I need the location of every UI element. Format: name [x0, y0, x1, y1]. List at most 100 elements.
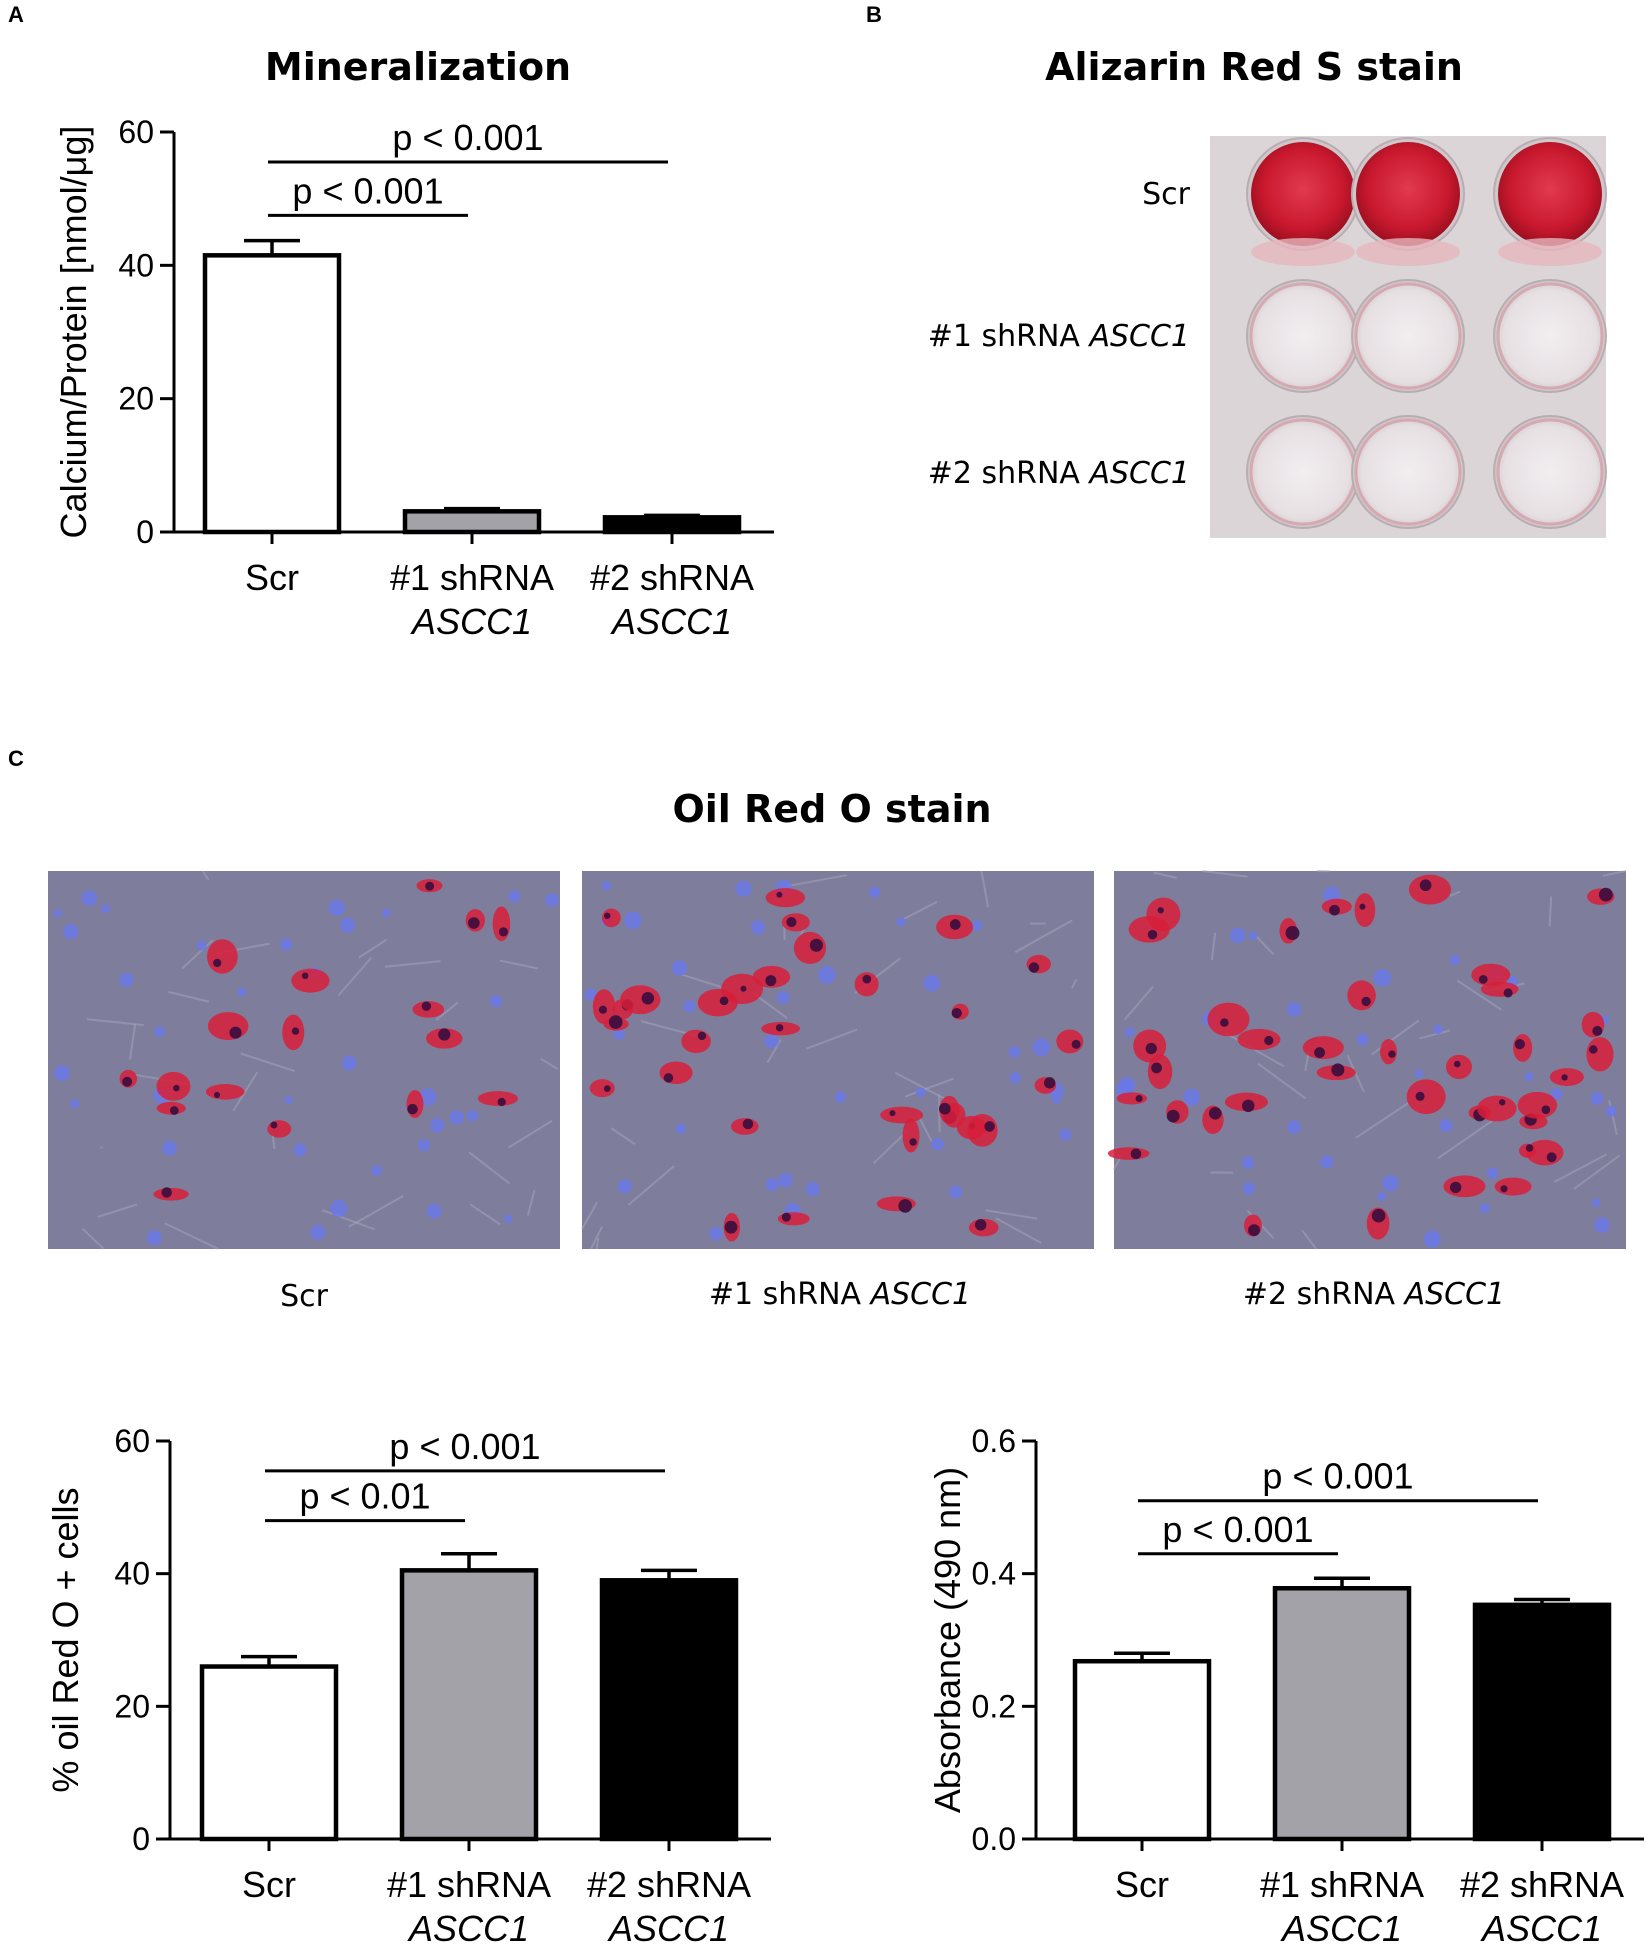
nucleus [1591, 1198, 1601, 1207]
nucleus [371, 1165, 383, 1176]
stained-nucleus [719, 996, 729, 1006]
lipid-cell [1302, 1036, 1344, 1060]
nucleus [613, 1028, 626, 1040]
stained-nucleus [1145, 1042, 1157, 1055]
nucleus [330, 1199, 348, 1218]
stained-nucleus [604, 912, 611, 919]
panel-letter-a: A [8, 2, 24, 27]
plate-well-clear [1249, 418, 1357, 526]
stained-nucleus [1500, 1185, 1508, 1193]
nucleus [63, 924, 79, 940]
nucleus [340, 917, 356, 933]
y-tick-label: 40 [118, 247, 154, 283]
oil-red-image-label-sh1: #1 shRNA ASCC1 [709, 1277, 971, 1312]
stained-nucleus [786, 916, 797, 928]
nucleus [624, 911, 642, 930]
stained-nucleus [213, 958, 222, 968]
nucleus [1008, 1046, 1021, 1058]
cell-strand [499, 959, 539, 970]
cell-strand [1548, 896, 1553, 927]
nucleus [417, 1139, 430, 1152]
stained-nucleus [809, 938, 823, 952]
cell-strand [1370, 1019, 1420, 1056]
cell-strand [1602, 870, 1627, 877]
nucleus [284, 1095, 293, 1104]
x-tick-label: ASCC1 [407, 1908, 529, 1947]
cell-strand [240, 1052, 296, 1073]
nucleus [931, 1137, 944, 1151]
micrograph [581, 870, 1094, 1250]
stained-nucleus [697, 1031, 707, 1041]
lipid-cell [1480, 981, 1519, 997]
nucleus [1356, 1033, 1369, 1046]
cell-strand [384, 960, 441, 968]
bar [199, 1664, 339, 1842]
lipid-cell [406, 1090, 424, 1119]
stained-nucleus [1157, 907, 1164, 914]
cell-strand [917, 1115, 933, 1142]
lipid-cell [589, 1079, 615, 1098]
bar [1272, 1586, 1412, 1842]
x-tick-label: ASCC1 [1280, 1908, 1402, 1947]
stained-nucleus [1359, 903, 1366, 910]
nucleus [430, 1118, 445, 1133]
cell-strand [1449, 890, 1461, 897]
nucleus [1320, 1155, 1334, 1169]
oil-red-title: Oil Red O stain [672, 787, 991, 831]
lipid-cell [1128, 916, 1170, 943]
stained-nucleus [1285, 926, 1300, 941]
stained-nucleus [909, 1138, 917, 1146]
cell-strand [1123, 985, 1154, 1021]
y-tick-label: 60 [114, 1423, 150, 1459]
x-tick-label: #2 shRNA [590, 557, 754, 598]
nucleus [508, 890, 521, 903]
cell-strand [526, 1189, 536, 1216]
nucleus [584, 988, 597, 1001]
cell-strand [1437, 1119, 1494, 1160]
cell-strand [97, 1203, 138, 1218]
plate-well-clear [1354, 282, 1462, 390]
y-tick-label: 20 [118, 381, 154, 417]
cell-strand [1355, 1102, 1409, 1139]
cell-strand [435, 1001, 459, 1022]
lipid-cell [156, 1071, 191, 1101]
nucleus [328, 899, 345, 917]
cell-strand [902, 901, 938, 921]
oil-red-panel: Oil Red O stain Scr #1 shRNA ASCC1 #2 sh… [48, 787, 1627, 1314]
cell-strand [167, 990, 210, 1003]
p-value-label: p < 0.01 [299, 1476, 430, 1517]
stained-nucleus [1589, 1045, 1598, 1054]
plate-well-shadow [1251, 238, 1355, 266]
lipid-cell [1494, 1177, 1532, 1196]
alizarin-row-label-sh2: #2 shRNA ASCC1 [928, 456, 1190, 491]
y-tick-label: 40 [114, 1556, 150, 1592]
lipid-cell [1586, 1037, 1614, 1072]
stained-nucleus [122, 1076, 133, 1087]
cell-strand [128, 1023, 137, 1060]
stained-nucleus [1264, 1035, 1274, 1046]
stained-nucleus [724, 1220, 738, 1234]
cell-strand [1202, 870, 1248, 878]
cell-strand [766, 1039, 782, 1064]
stained-nucleus [1135, 1094, 1143, 1103]
cell-strand [1456, 979, 1502, 1011]
bar [202, 253, 342, 535]
stained-nucleus [498, 927, 509, 937]
stained-nucleus [169, 1106, 179, 1115]
cell-strand [938, 1094, 941, 1133]
nucleus [776, 990, 790, 1004]
stained-nucleus [1592, 1025, 1603, 1036]
plate-well-clear [1496, 282, 1604, 390]
cell-strand [904, 1077, 955, 1098]
lipid-cell [681, 1029, 711, 1054]
p-value-label: p < 0.001 [392, 117, 543, 158]
stained-nucleus [1449, 1181, 1462, 1194]
y-tick-label: 0.6 [972, 1423, 1016, 1459]
nucleus [504, 1214, 513, 1223]
alizarin-title: Alizarin Red S stain [1045, 45, 1463, 89]
nucleus [1414, 1069, 1424, 1078]
stained-nucleus [497, 1097, 506, 1107]
nucleus [382, 908, 391, 918]
cell-strand [1071, 978, 1078, 989]
cell-strand [469, 1203, 501, 1226]
